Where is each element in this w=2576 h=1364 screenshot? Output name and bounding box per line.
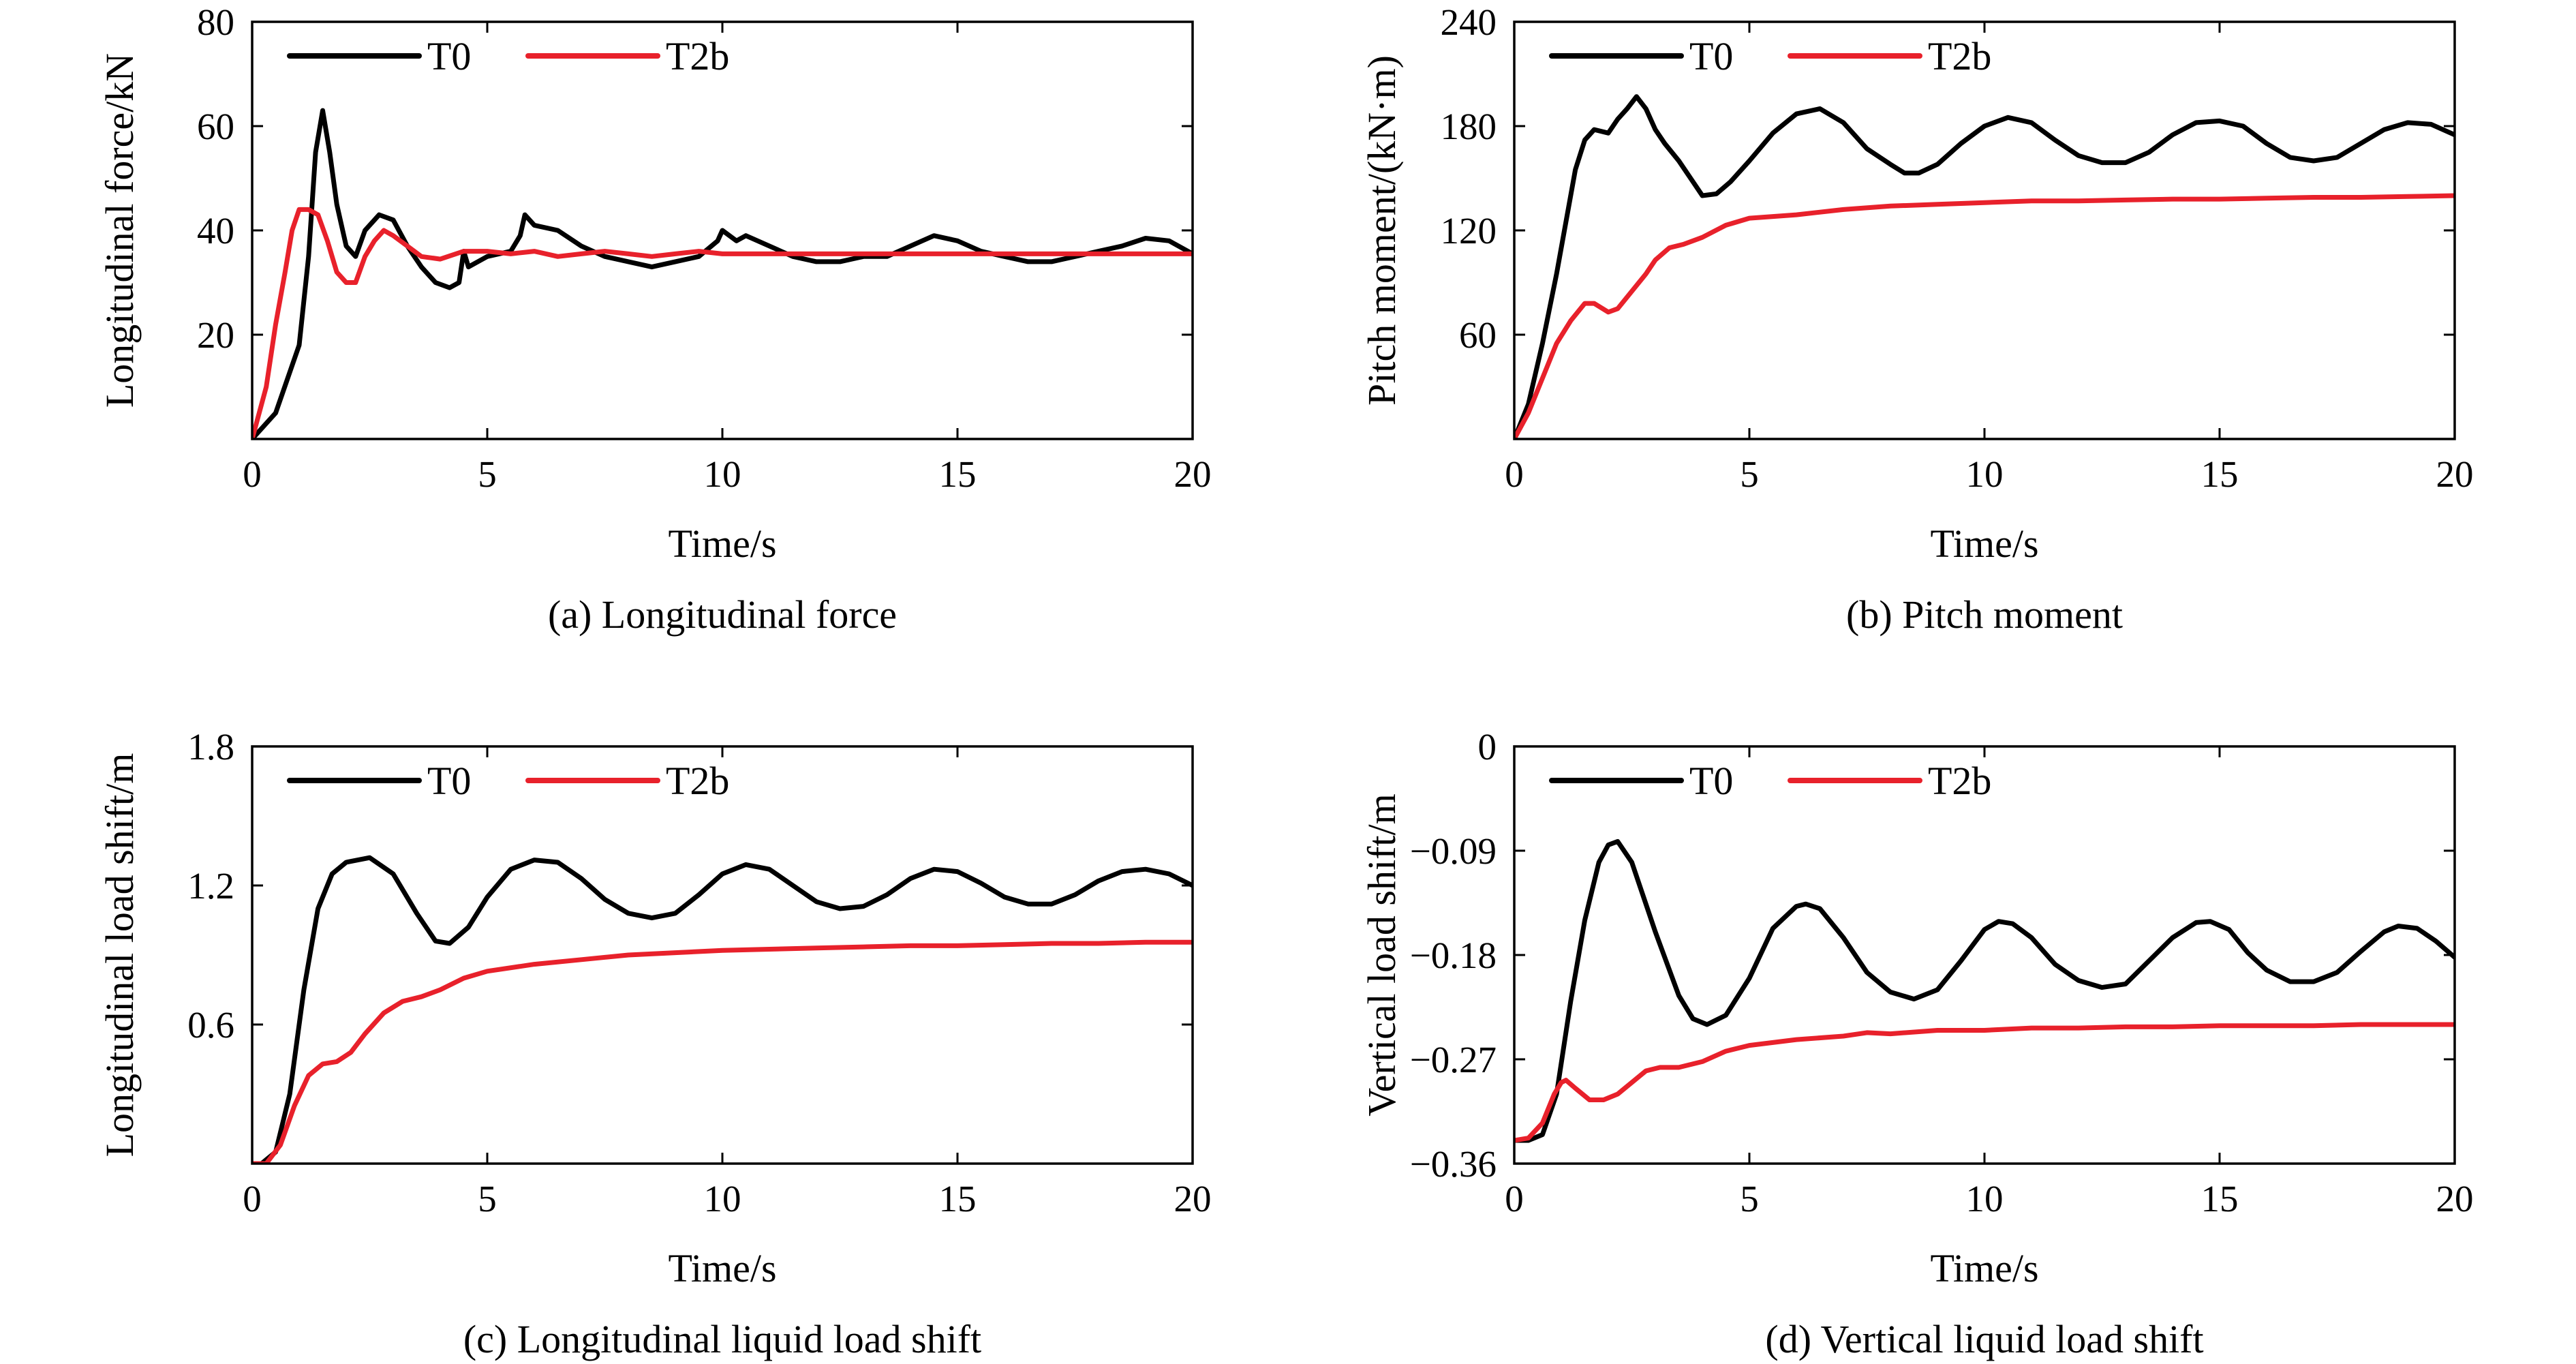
chart-b-x-tick-label: 10 [1966, 453, 2004, 495]
chart-c-x-axis-label: Time/s [668, 1246, 776, 1290]
chart-b-plot-frame [1513, 20, 2456, 440]
chart-d-legend-label-t2b: T2b [1928, 759, 1991, 803]
chart-a-legend-label-t2b: T2b [666, 34, 729, 78]
chart-a-x-tick-label: 20 [1174, 453, 1212, 495]
chart-d-caption: (d) Vertical liquid load shift [1765, 1317, 2203, 1361]
chart-b-y-tick-label: 240 [1441, 1, 1497, 43]
chart-b: 0 5 10 15 20 60 120 180 240 Time/s Pitch moment/(k… [1360, 1, 2474, 637]
chart-a-x-tick-label: 5 [478, 453, 497, 495]
chart-a-legend-label-t0: T0 [427, 34, 471, 78]
chart-a-x-tick-label: 15 [939, 453, 977, 495]
chart-c-caption: (c) Longitudinal liquid load shift [463, 1317, 981, 1361]
chart-d-series-line-t2b [1514, 1022, 2455, 1143]
chart-d-x-tick-label: 0 [1505, 1178, 1524, 1219]
chart-d-series-line-t0 [1514, 838, 2455, 1143]
chart-a-y-tick-label: 80 [197, 1, 234, 43]
chart-d-plot-frame [1513, 745, 2456, 1165]
chart-c-plot-frame [251, 745, 1194, 1165]
chart-a-series-line-t2b [252, 207, 1193, 439]
chart-d-y-axis-label: Vertical load shift/m [1360, 793, 1404, 1117]
chart-d-y-tick-label: −0.27 [1410, 1039, 1497, 1080]
chart-d-y-tick-label: −0.36 [1410, 1143, 1497, 1185]
chart-b-y-axis-label: Pitch moment/(kN·m) [1360, 55, 1404, 406]
chart-c-y-tick-label: 1.8 [187, 726, 234, 768]
chart-c-series-line-t0 [252, 855, 1193, 1164]
chart-a: 0 5 10 15 20 20 40 60 80 Time/s Longitudinal force… [97, 1, 1212, 637]
chart-c-legend-label-t2b: T2b [666, 759, 729, 803]
chart-c-x-tick-label: 0 [243, 1178, 262, 1219]
chart-d-x-tick-label: 10 [1966, 1178, 2004, 1219]
chart-b-x-tick-label: 5 [1740, 453, 1759, 495]
chart-a-x-tick-label: 0 [243, 453, 262, 495]
chart-a-x-axis-label: Time/s [668, 521, 776, 566]
chart-b-y-tick-label: 180 [1441, 106, 1497, 147]
chart-a-y-axis-label: Longitudinal force/kN [97, 53, 142, 408]
chart-d-legend-label-t0: T0 [1689, 759, 1733, 803]
chart-d-x-tick-label: 15 [2201, 1178, 2239, 1219]
chart-c-series-line-t2b [252, 939, 1193, 1164]
chart-b-y-tick-label: 60 [1459, 314, 1497, 356]
chart-c-x-tick-label: 5 [478, 1178, 497, 1219]
chart-d-x-tick-label: 5 [1740, 1178, 1759, 1219]
chart-b-x-tick-label: 15 [2201, 453, 2239, 495]
chart-d-y-tick-label: −0.09 [1410, 830, 1497, 872]
chart-c: 0 5 10 15 20 0.6 1.2 1.8 Time/s Longitudinal load… [97, 726, 1212, 1361]
chart-b-x-tick-label: 0 [1505, 453, 1524, 495]
chart-a-y-tick-label: 20 [197, 314, 234, 356]
chart-d-x-tick-label: 20 [2436, 1178, 2474, 1219]
chart-a-x-tick-label: 10 [704, 453, 741, 495]
chart-a-series-line-t0 [252, 108, 1193, 439]
chart-d: 0 5 10 15 20 −0.36 −0.27 −0.18 −0.09 0 Time/s Verti… [1360, 726, 2474, 1361]
chart-b-caption: (b) Pitch moment [1846, 592, 2123, 637]
chart-a-y-tick-label: 60 [197, 106, 234, 147]
chart-b-legend-label-t0: T0 [1689, 34, 1733, 78]
chart-c-legend-label-t0: T0 [427, 759, 471, 803]
chart-c-x-tick-label: 20 [1174, 1178, 1212, 1219]
chart-a-caption: (a) Longitudinal force [548, 592, 897, 637]
chart-b-x-tick-label: 20 [2436, 453, 2474, 495]
chart-b-y-tick-label: 120 [1441, 210, 1497, 252]
chart-c-y-axis-label: Longitudinal load shift/m [97, 753, 142, 1157]
chart-c-y-tick-label: 1.2 [187, 865, 234, 907]
chart-b-series-line-t2b [1514, 193, 2455, 439]
chart-c-x-tick-label: 15 [939, 1178, 977, 1219]
chart-c-y-tick-label: 0.6 [187, 1004, 234, 1046]
chart-b-series-line-t0 [1514, 94, 2455, 439]
chart-d-y-tick-label: 0 [1478, 726, 1497, 768]
chart-d-y-tick-label: −0.18 [1410, 935, 1497, 976]
chart-d-x-axis-label: Time/s [1930, 1246, 2038, 1290]
chart-c-x-tick-label: 10 [704, 1178, 741, 1219]
chart-b-x-axis-label: Time/s [1930, 521, 2038, 566]
chart-a-y-tick-label: 40 [197, 210, 234, 252]
chart-b-legend-label-t2b: T2b [1928, 34, 1991, 78]
